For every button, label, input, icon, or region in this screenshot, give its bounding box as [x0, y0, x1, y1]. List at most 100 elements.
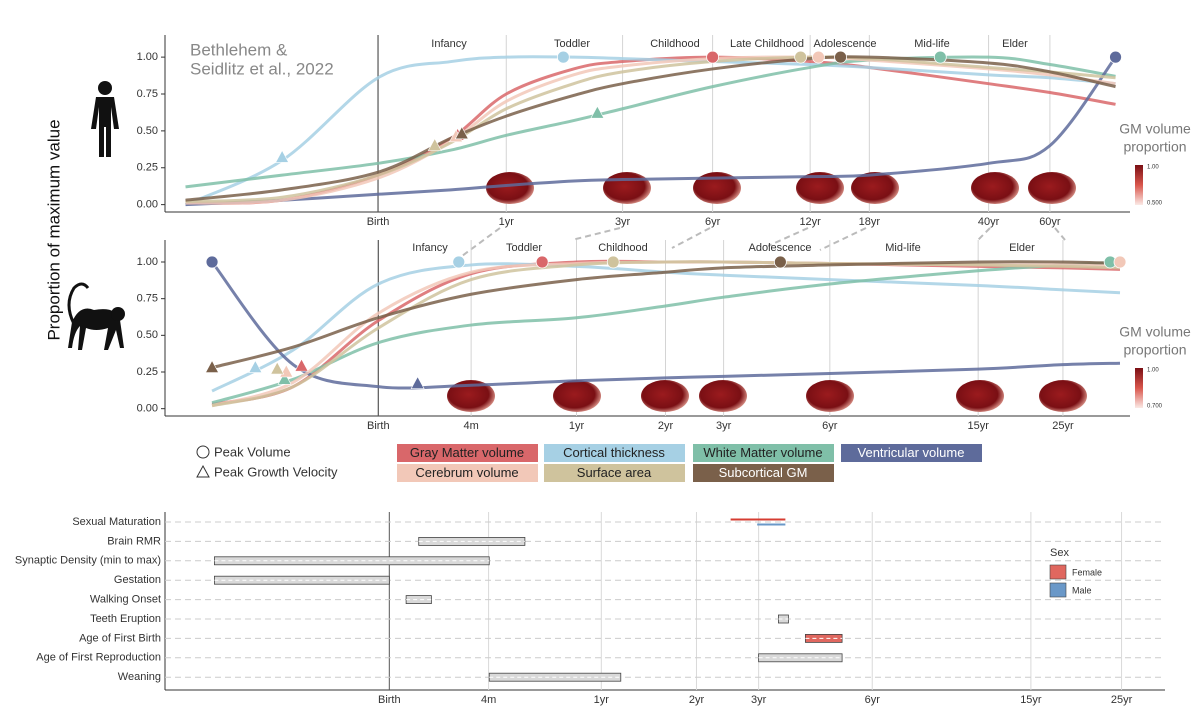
brain-image: [796, 172, 844, 204]
series-line: [185, 55, 1116, 202]
x-tick-label: 2yr: [689, 694, 705, 706]
x-tick-label: 3yr: [716, 420, 732, 432]
stage-label: Toddler: [506, 242, 542, 254]
peak-marker: [205, 255, 219, 269]
row-label: Walking Onset: [90, 594, 161, 606]
x-tick-label: 6yr: [705, 216, 721, 228]
row-label: Age of First Birth: [79, 632, 161, 644]
y-tick-label: 0.00: [137, 403, 158, 415]
x-tick-label: 25yr: [1111, 694, 1133, 706]
line-panel: 0.00 0.25 0.50 0.75 1.00 Birth 1yr 3yr 6yr 12yr 18…: [137, 35, 1191, 228]
series-line: [185, 56, 1117, 207]
brain-image: [693, 172, 741, 204]
x-tick-label: 40yr: [978, 216, 1000, 228]
colorbar-title: GM volume: [1119, 121, 1191, 137]
series-line: [184, 55, 1116, 206]
row-label: Weaning: [118, 671, 161, 683]
pgv-marker: [590, 105, 605, 119]
legend-label: Peak Growth Velocity: [214, 464, 338, 479]
pgv-marker: [294, 358, 309, 372]
row-label: Brain RMR: [107, 535, 161, 547]
stage-label: Mid-life: [885, 242, 920, 254]
y-tick-label: 0.50: [137, 329, 158, 341]
row-label: Synaptic Density (min to max): [15, 555, 161, 567]
colorbar-title: proportion: [1123, 342, 1186, 358]
legend-label: Ventricular volume: [858, 445, 965, 460]
legend-swatch: [841, 444, 982, 462]
pgv-marker: [248, 359, 263, 373]
legend-label: Surface area: [577, 465, 652, 480]
legend-swatch: [693, 444, 834, 462]
y-axis-title: Proportion of maximum value: [44, 119, 63, 340]
peak-marker: [1113, 255, 1127, 269]
colorbar-title: GM volume: [1119, 324, 1191, 340]
legend-swatch: [1049, 582, 1067, 598]
legend-swatch: [397, 464, 538, 482]
brain-image: [699, 380, 747, 412]
brain-image: [641, 380, 689, 412]
legend-peak-symbol: [196, 445, 210, 459]
legend-swatch: [544, 464, 685, 482]
legend-pgv-symbol: [196, 464, 210, 478]
row-label: Sexual Maturation: [72, 516, 161, 528]
x-tick-label: 2yr: [658, 420, 674, 432]
series-line: [211, 260, 1121, 405]
y-tick-label: 0.25: [137, 366, 158, 378]
stage-label: Childhood: [598, 242, 648, 254]
stage-label: Infancy: [412, 242, 448, 254]
x-tick-label: 12yr: [799, 216, 821, 228]
peak-marker: [794, 50, 808, 64]
row-label: Teeth Eruption: [90, 613, 161, 625]
stage-label: Childhood: [650, 38, 700, 50]
brain-image: [851, 172, 899, 204]
stage-label: Elder: [1002, 38, 1028, 50]
peak-marker: [1109, 50, 1122, 64]
x-tick-label: 1yr: [569, 420, 585, 432]
legend-label: Subcortical GM: [719, 465, 808, 480]
pgv-marker: [410, 376, 425, 390]
stage-label: Adolescence: [814, 38, 877, 50]
peak-marker: [535, 255, 549, 269]
peak-marker: [812, 50, 825, 64]
series-line: [211, 260, 1121, 370]
pgv-marker: [454, 126, 469, 140]
peak-marker: [606, 255, 620, 269]
legend-swatch: [693, 464, 834, 482]
brain-image: [447, 380, 495, 412]
legend-label: White Matter volume: [703, 445, 822, 460]
brain-image: [1028, 172, 1076, 204]
stage-label: Late Childhood: [730, 38, 804, 50]
x-tick-label: 1yr: [499, 216, 515, 228]
colorbar-min-label: 0.500: [1147, 201, 1163, 207]
legend-title: Sex: [1050, 547, 1069, 559]
stage-label: Infancy: [431, 38, 467, 50]
x-tick-label: 6yr: [822, 420, 838, 432]
brain-image: [553, 380, 601, 412]
x-tick-label: Birth: [367, 216, 390, 228]
x-tick-label: 4m: [463, 420, 478, 432]
x-tick-label: 1yr: [594, 694, 610, 706]
y-tick-label: 0.75: [137, 88, 158, 100]
peak-marker: [706, 50, 720, 64]
legend-swatch: [544, 444, 685, 462]
series-line: [210, 261, 1121, 390]
stage-label: Toddler: [554, 38, 590, 50]
peak-marker: [933, 50, 947, 64]
x-tick-label: 4m: [481, 694, 496, 706]
human-icon: [91, 81, 119, 157]
pgv-marker: [205, 359, 220, 373]
brain-image: [1039, 380, 1087, 412]
brain-image: [971, 172, 1019, 204]
y-tick-label: 0.25: [137, 162, 158, 174]
x-tick-label: Birth: [378, 694, 401, 706]
peak-marker: [452, 255, 466, 269]
legend-label: Peak Volume: [214, 444, 291, 459]
citation: Bethlehem &: [190, 40, 288, 59]
brain-image: [486, 172, 534, 204]
brain-image: [603, 172, 651, 204]
legend-label: Female: [1072, 567, 1102, 577]
x-tick-label: 3yr: [751, 694, 767, 706]
pgv-marker: [427, 137, 442, 151]
colorbar-min-label: 0.700: [1147, 404, 1163, 410]
x-tick-label: 15yr: [1020, 694, 1042, 706]
